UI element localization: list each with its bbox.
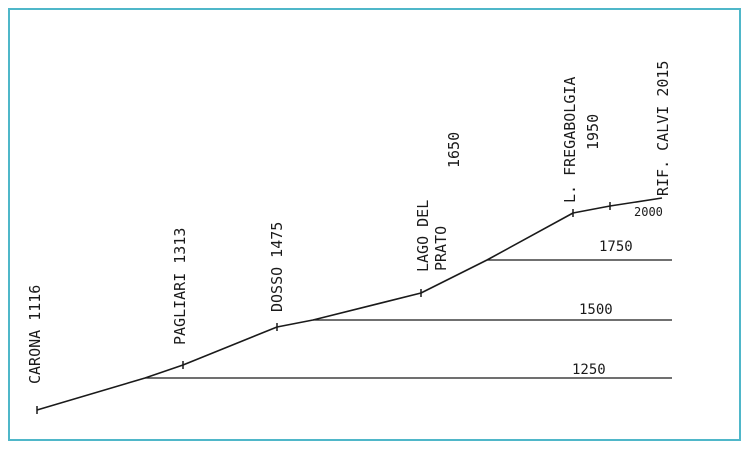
waypoint-label-lago-del: LAGO DEL [414,200,432,272]
waypoint-label-fregabolgia: L. FREGABOLGIA [561,77,579,203]
waypoint-label-dosso: DOSSO 1475 [268,222,286,312]
contour-label-1750: 1750 [599,239,633,255]
waypoint-label-rif-calvi: RIF. CALVI 2015 [654,61,672,196]
waypoint-label-fregabolgia-elevation: 1950 [584,114,602,150]
diagram-frame [8,8,741,441]
waypoint-label-lago-del-prato-elevation: 1650 [445,132,463,168]
waypoint-label-pagliari: PAGLIARI 1313 [171,228,189,345]
waypoint-label-prato: PRATO [432,226,450,271]
contour-label-2000: 2000 [634,205,663,219]
elevation-profile-line [36,197,663,411]
contour-label-1500: 1500 [579,302,613,318]
waypoint-label-carona: CARONA 1116 [26,285,44,384]
contour-label-1250: 1250 [572,362,606,378]
